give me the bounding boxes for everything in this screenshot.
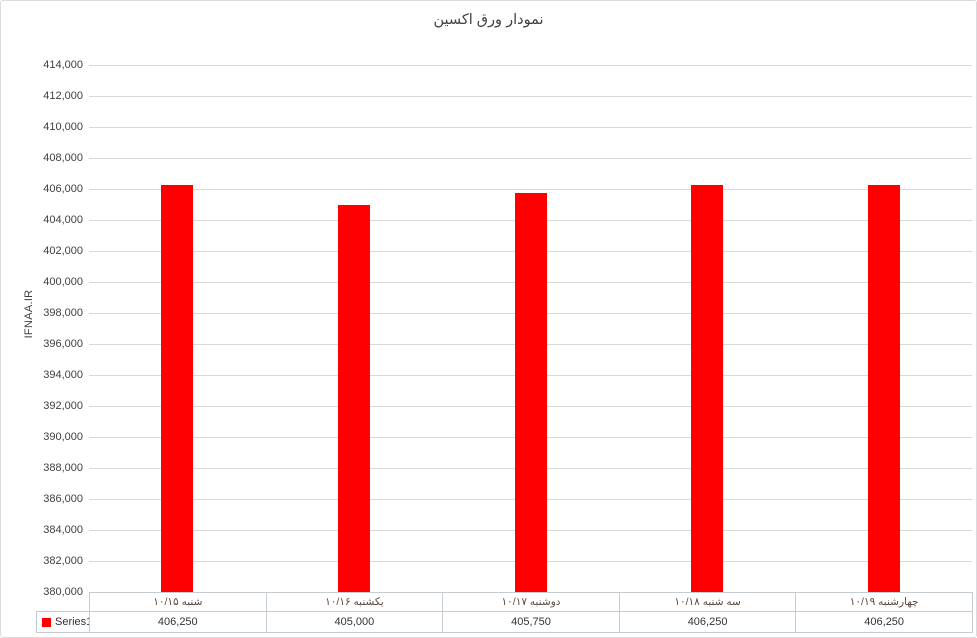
y-tick-label: 410,000 [43,120,83,133]
category-label: دوشنبه ۱۰/۱۷ [442,592,619,611]
gridline [89,96,972,97]
y-tick-label: 382,000 [43,554,83,567]
y-tick-label: 386,000 [43,492,83,505]
bar-چهارشنبه ۱۰/۱۹[interactable] [867,185,900,592]
category-label-row: شنبه ۱۰/۱۵ یکشنبه ۱۰/۱۶ دوشنبه ۱۰/۱۷ سه شنب… [89,592,973,611]
legend-label: Series1 [55,616,89,628]
category-label: سه شنبه ۱۰/۱۸ [618,592,796,611]
data-table-value-row: Series1 406,250 405,000 405,750 406,250 406,… [36,611,973,633]
gridline [89,158,972,159]
gridline [89,189,972,190]
y-tick-label: 414,000 [43,58,83,71]
legend-cell: Series1 [36,611,89,633]
y-tick-label: 400,000 [43,275,83,288]
y-tick-label: 402,000 [43,244,83,257]
gridline [89,65,972,66]
y-tick-label: 390,000 [43,430,83,443]
value-cell: 406,250 [618,611,796,633]
y-tick-label: 384,000 [43,523,83,536]
category-label: چهارشنبه ۱۰/۱۹ [795,592,972,611]
value-cell: 406,250 [89,611,266,633]
y-tick-label: 412,000 [43,89,83,102]
gridline [89,127,972,128]
y-tick-label: 396,000 [43,337,83,350]
chart-title: نمودار ورق اکسین [433,12,544,28]
value-cell: 405,000 [265,611,443,633]
y-tick-label: 392,000 [43,399,83,412]
bar-یکشنبه ۱۰/۱۶[interactable] [337,204,370,592]
bar-سه شنبه ۱۰/۱۸[interactable] [691,185,724,592]
y-tick-label: 380,000 [43,585,83,598]
value-cell: 406,250 [795,611,972,633]
bar-شنبه ۱۰/۱۵[interactable] [161,185,194,592]
y-tick-label: 388,000 [43,461,83,474]
bar-دوشنبه ۱۰/۱۷[interactable] [514,192,547,592]
value-cell: 405,750 [442,611,619,633]
series1-legend-swatch-icon [42,617,51,627]
y-tick-label: 406,000 [43,182,83,195]
y-tick-label: 398,000 [43,306,83,319]
y-tick-label: 408,000 [43,151,83,164]
y-tick-label: 404,000 [43,213,83,226]
category-label: شنبه ۱۰/۱۵ [89,592,266,611]
y-tick-label: 394,000 [43,368,83,381]
category-label: یکشنبه ۱۰/۱۶ [265,592,443,611]
